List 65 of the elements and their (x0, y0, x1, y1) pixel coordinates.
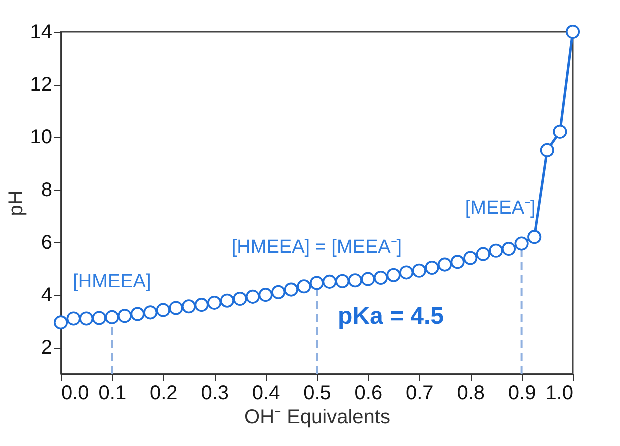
x-tick-label: 0.2 (150, 382, 178, 404)
point (80, 312, 94, 326)
point (246, 290, 260, 304)
point (348, 274, 362, 288)
point (514, 236, 529, 251)
point (118, 309, 132, 324)
x-tick-label: 0.0 (62, 382, 90, 404)
point (182, 300, 196, 314)
point (374, 270, 388, 285)
point (450, 255, 465, 270)
point (272, 285, 286, 300)
y-tick-label: 6 (41, 232, 52, 254)
x-tick-label: 0.6 (354, 382, 383, 404)
point (322, 274, 337, 289)
y-tick-label: 4 (41, 284, 52, 307)
annotation: [HMEEA] = [MEEA⁻] (232, 237, 402, 258)
point (220, 294, 234, 308)
point (169, 301, 184, 316)
point (386, 268, 401, 282)
y-tick-label: 12 (30, 74, 52, 96)
x-tick-label: 0.8 (457, 382, 486, 404)
x-tick-label: 1.0 (546, 382, 574, 404)
point (130, 307, 145, 322)
point (208, 296, 222, 310)
x-tick-label: 0.7 (406, 382, 434, 404)
y-tick-label: 14 (30, 22, 52, 44)
point (361, 272, 376, 286)
point (336, 274, 350, 288)
x-axis-title: OH⁻ Equivalents (244, 406, 390, 428)
point (540, 143, 554, 158)
point (310, 276, 324, 290)
point (156, 303, 170, 318)
point (297, 280, 312, 294)
point (54, 316, 68, 330)
y-axis-title: pH (5, 190, 28, 216)
x-tick-label: 0.9 (508, 382, 536, 404)
point (464, 251, 478, 266)
point (553, 124, 568, 139)
point (566, 24, 580, 40)
point (438, 258, 452, 272)
point (233, 292, 248, 306)
point (425, 260, 440, 275)
point (489, 244, 504, 258)
x-tick-label: 0.4 (252, 382, 280, 404)
point (502, 242, 516, 256)
point (105, 310, 120, 324)
point (66, 312, 81, 326)
point (194, 298, 209, 312)
y-tick-label: 10 (30, 126, 52, 149)
point (412, 264, 426, 278)
point (400, 266, 414, 280)
x-tick-label: 0.1 (98, 382, 127, 404)
point (284, 282, 298, 297)
point (258, 288, 273, 302)
point (144, 306, 158, 320)
annotation: [MEEA⁻] (465, 198, 536, 219)
x-tick-label: 0.3 (201, 382, 230, 404)
y-tick-label: 8 (41, 179, 52, 202)
point (476, 247, 490, 262)
point (528, 230, 542, 244)
annotation: pKa = 4.5 (338, 303, 444, 330)
x-tick-label: 0.5 (304, 382, 332, 404)
annotation: [HMEEA] (73, 271, 152, 292)
point (92, 311, 106, 326)
y-tick-label: 2 (41, 337, 52, 360)
